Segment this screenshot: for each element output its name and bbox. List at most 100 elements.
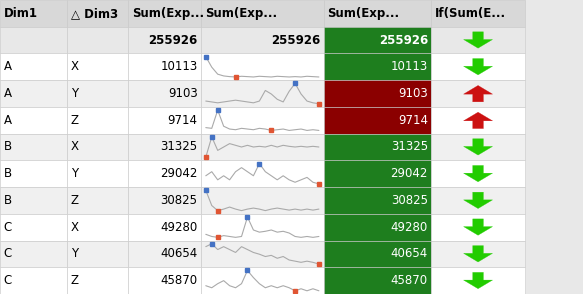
Bar xyxy=(0,54,67,80)
Text: Y: Y xyxy=(71,248,78,260)
Text: 9103: 9103 xyxy=(398,87,428,100)
Text: 9103: 9103 xyxy=(168,87,198,100)
Text: Z: Z xyxy=(71,194,79,207)
Bar xyxy=(324,187,431,214)
Text: 9714: 9714 xyxy=(398,114,428,127)
Bar xyxy=(67,267,128,294)
Bar xyxy=(0,214,67,240)
Bar xyxy=(0,107,67,134)
Bar xyxy=(67,107,128,134)
Bar xyxy=(67,187,128,214)
Bar xyxy=(128,107,201,134)
Bar xyxy=(67,240,128,267)
Bar xyxy=(67,134,128,160)
Bar xyxy=(201,0,324,27)
Bar xyxy=(67,214,128,240)
Text: 45870: 45870 xyxy=(160,274,198,287)
Polygon shape xyxy=(463,32,493,48)
Text: 255926: 255926 xyxy=(149,34,198,46)
Text: Dim1: Dim1 xyxy=(3,7,37,20)
Bar xyxy=(431,187,525,214)
Text: A: A xyxy=(3,87,12,100)
Text: A: A xyxy=(3,60,12,73)
Polygon shape xyxy=(463,86,493,102)
Bar xyxy=(128,27,201,54)
Polygon shape xyxy=(463,166,493,182)
Bar xyxy=(324,214,431,240)
Bar xyxy=(201,267,324,294)
Bar xyxy=(0,187,67,214)
Bar xyxy=(324,54,431,80)
Bar xyxy=(0,160,67,187)
Bar xyxy=(67,160,128,187)
Text: 9714: 9714 xyxy=(168,114,198,127)
Polygon shape xyxy=(463,272,493,289)
Text: X: X xyxy=(71,60,79,73)
Bar xyxy=(0,80,67,107)
Bar xyxy=(201,27,324,54)
Text: 30825: 30825 xyxy=(391,194,428,207)
Bar xyxy=(0,240,67,267)
Text: 49280: 49280 xyxy=(160,221,198,234)
Text: 40654: 40654 xyxy=(160,248,198,260)
Text: 30825: 30825 xyxy=(161,194,198,207)
Bar xyxy=(128,187,201,214)
Bar xyxy=(324,107,431,134)
Bar xyxy=(201,107,324,134)
Bar xyxy=(67,0,128,27)
Bar xyxy=(431,214,525,240)
Bar xyxy=(324,240,431,267)
Polygon shape xyxy=(463,59,493,75)
Bar xyxy=(431,0,525,27)
Polygon shape xyxy=(463,112,493,128)
Bar xyxy=(67,27,128,54)
Text: A: A xyxy=(3,114,12,127)
Bar xyxy=(324,134,431,160)
Text: C: C xyxy=(3,221,12,234)
Bar xyxy=(431,134,525,160)
Text: If(Sum(E...: If(Sum(E... xyxy=(435,7,506,20)
Text: X: X xyxy=(71,141,79,153)
Bar xyxy=(201,160,324,187)
Bar xyxy=(0,27,67,54)
Bar xyxy=(431,54,525,80)
Bar xyxy=(0,0,67,27)
Text: Z: Z xyxy=(71,114,79,127)
Bar xyxy=(128,54,201,80)
Bar xyxy=(201,240,324,267)
Bar xyxy=(201,54,324,80)
Bar xyxy=(431,160,525,187)
Bar xyxy=(201,214,324,240)
Text: 49280: 49280 xyxy=(391,221,428,234)
Bar xyxy=(128,80,201,107)
Text: Y: Y xyxy=(71,87,78,100)
Bar xyxy=(201,187,324,214)
Text: 255926: 255926 xyxy=(379,34,428,46)
Bar xyxy=(431,80,525,107)
Bar xyxy=(128,214,201,240)
Text: 29042: 29042 xyxy=(160,167,198,180)
Bar xyxy=(431,107,525,134)
Text: 31325: 31325 xyxy=(391,141,428,153)
Bar xyxy=(0,134,67,160)
Bar xyxy=(324,27,431,54)
Polygon shape xyxy=(463,245,493,262)
Bar xyxy=(324,80,431,107)
Bar xyxy=(201,80,324,107)
Polygon shape xyxy=(463,192,493,208)
Text: Y: Y xyxy=(71,167,78,180)
Text: Z: Z xyxy=(71,274,79,287)
Bar xyxy=(128,134,201,160)
Bar xyxy=(431,267,525,294)
Text: 255926: 255926 xyxy=(271,34,320,46)
Text: 45870: 45870 xyxy=(391,274,428,287)
Bar xyxy=(324,0,431,27)
Bar xyxy=(128,240,201,267)
Polygon shape xyxy=(463,219,493,235)
Bar xyxy=(431,240,525,267)
Bar xyxy=(324,160,431,187)
Bar xyxy=(0,267,67,294)
Text: C: C xyxy=(3,274,12,287)
Text: △ Dim3: △ Dim3 xyxy=(71,7,118,20)
Text: X: X xyxy=(71,221,79,234)
